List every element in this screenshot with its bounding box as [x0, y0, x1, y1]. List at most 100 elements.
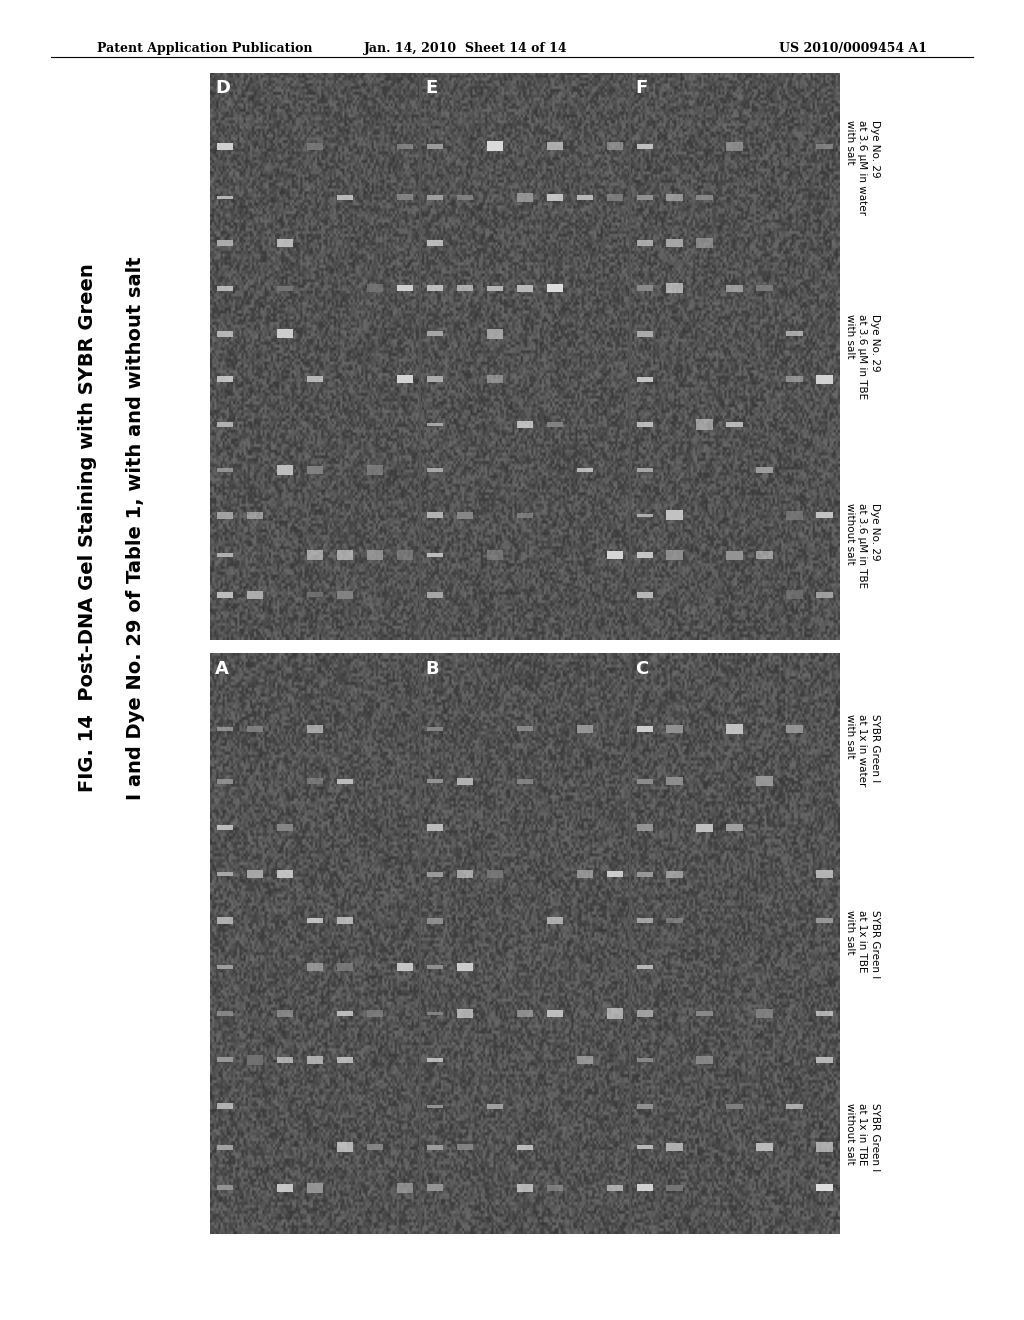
Bar — [247, 512, 263, 519]
Bar — [516, 779, 534, 784]
Bar — [696, 824, 713, 832]
Bar — [337, 917, 353, 924]
Bar — [367, 284, 383, 293]
Bar — [217, 144, 233, 149]
Bar — [637, 285, 653, 292]
Text: E: E — [425, 79, 437, 98]
Bar — [337, 962, 353, 972]
Bar — [486, 375, 503, 383]
Text: D: D — [215, 79, 230, 98]
Bar — [276, 329, 293, 338]
Bar — [757, 550, 773, 560]
Bar — [427, 553, 443, 557]
Bar — [637, 871, 653, 876]
Bar — [306, 779, 324, 784]
Bar — [516, 421, 534, 428]
Text: Dye No. 29
at 3.6 μM in TBE
without salt: Dye No. 29 at 3.6 μM in TBE without salt — [845, 503, 880, 589]
Bar — [247, 726, 263, 733]
Bar — [457, 1144, 473, 1150]
Bar — [217, 330, 233, 337]
Bar — [427, 727, 443, 731]
Bar — [247, 590, 263, 599]
Bar — [306, 725, 324, 733]
Bar — [427, 1105, 443, 1109]
Bar — [637, 552, 653, 558]
Bar — [786, 590, 803, 599]
Bar — [516, 1010, 534, 1016]
Bar — [667, 725, 683, 734]
Bar — [637, 965, 653, 969]
Bar — [427, 779, 443, 783]
Bar — [427, 965, 443, 969]
Bar — [306, 143, 324, 150]
Text: FIG. 14  Post-DNA Gel Staining with SYBR Green: FIG. 14 Post-DNA Gel Staining with SYBR … — [78, 264, 96, 792]
Bar — [396, 375, 413, 383]
Bar — [457, 512, 473, 519]
Bar — [667, 917, 683, 923]
Bar — [396, 144, 413, 149]
Bar — [457, 285, 473, 292]
Bar — [306, 962, 324, 972]
Bar — [486, 329, 503, 339]
Bar — [217, 917, 233, 924]
Bar — [457, 194, 473, 201]
Bar — [816, 1011, 833, 1016]
Bar — [217, 825, 233, 830]
Bar — [667, 284, 683, 293]
Bar — [516, 1184, 534, 1192]
Bar — [427, 591, 443, 598]
Bar — [816, 375, 833, 384]
Text: Dye No. 29
at 3.6 μM in water
with salt: Dye No. 29 at 3.6 μM in water with salt — [845, 120, 880, 215]
Bar — [217, 240, 233, 246]
Bar — [276, 870, 293, 878]
Bar — [816, 1057, 833, 1063]
Bar — [367, 1144, 383, 1150]
Bar — [696, 420, 713, 429]
Bar — [217, 873, 233, 876]
Bar — [786, 1104, 803, 1109]
Bar — [276, 825, 293, 830]
Bar — [247, 870, 263, 878]
Bar — [367, 550, 383, 560]
Bar — [217, 1057, 233, 1063]
Bar — [217, 591, 233, 598]
Bar — [696, 1056, 713, 1064]
Bar — [217, 553, 233, 557]
Bar — [217, 469, 233, 471]
Bar — [547, 422, 563, 426]
Text: I and Dye No. 29 of Table 1, with and without salt: I and Dye No. 29 of Table 1, with and wi… — [126, 256, 144, 800]
Bar — [427, 1059, 443, 1061]
Bar — [757, 1143, 773, 1151]
Bar — [606, 194, 623, 201]
Bar — [306, 1183, 324, 1193]
Bar — [427, 195, 443, 201]
Bar — [726, 1104, 743, 1109]
Bar — [486, 870, 503, 878]
Bar — [637, 195, 653, 199]
Bar — [516, 513, 534, 517]
Bar — [577, 1056, 593, 1064]
Bar — [396, 285, 413, 292]
Bar — [427, 512, 443, 519]
Bar — [696, 195, 713, 201]
Bar — [217, 512, 233, 519]
Bar — [726, 422, 743, 428]
Bar — [637, 779, 653, 784]
Bar — [606, 552, 623, 558]
Bar — [306, 466, 324, 474]
Bar — [637, 467, 653, 473]
Bar — [547, 143, 563, 150]
Bar — [306, 593, 324, 597]
Bar — [757, 285, 773, 292]
Text: Dye No. 29
at 3.6 μM in TBE
with salt: Dye No. 29 at 3.6 μM in TBE with salt — [845, 314, 880, 399]
Bar — [637, 591, 653, 598]
Bar — [726, 285, 743, 292]
Bar — [757, 467, 773, 473]
Bar — [457, 777, 473, 784]
Bar — [786, 725, 803, 733]
Bar — [606, 143, 623, 150]
Bar — [396, 194, 413, 201]
Text: SYBR Green I
at 1x in TBE
with salt: SYBR Green I at 1x in TBE with salt — [845, 909, 880, 978]
Text: B: B — [425, 660, 438, 678]
Bar — [696, 1011, 713, 1016]
